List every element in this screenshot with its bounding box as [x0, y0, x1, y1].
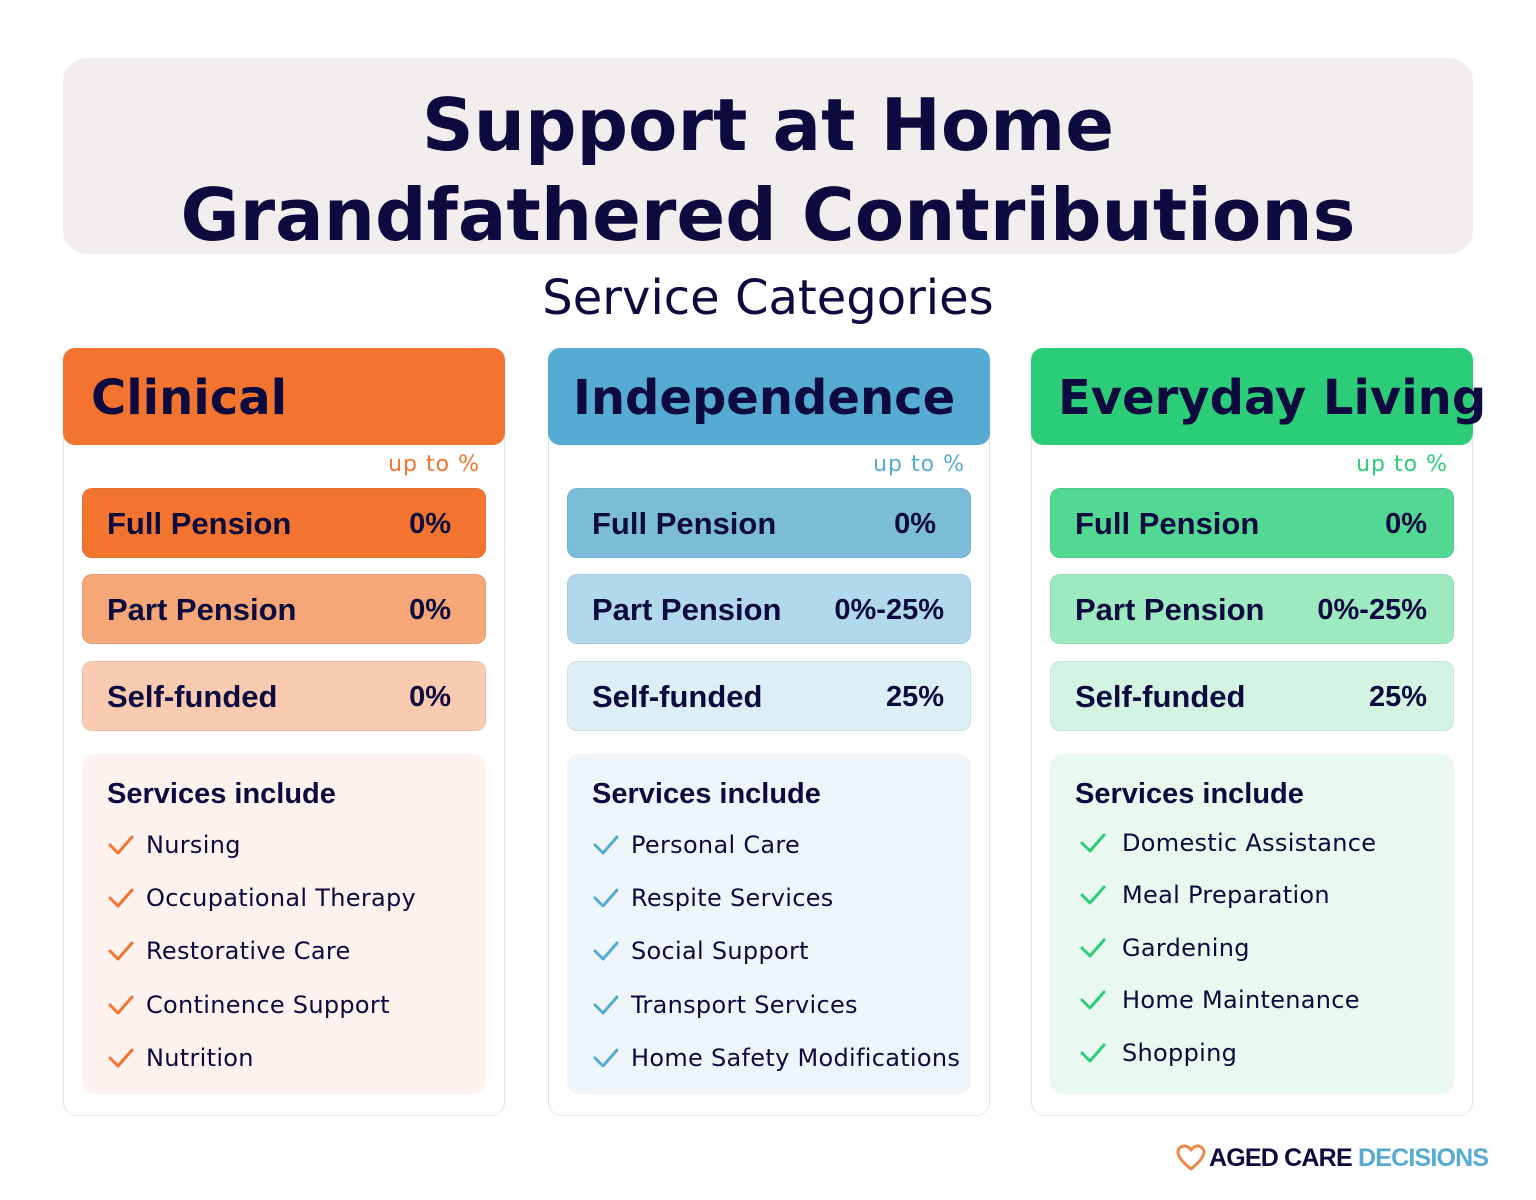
services-panel: Services include Nursing Occupational Th…: [82, 754, 486, 1094]
tier-label: Self-funded: [1075, 679, 1246, 714]
tier-self-funded: Self-funded 25%: [567, 661, 971, 731]
tier-label: Full Pension: [107, 506, 292, 541]
tier-label: Part Pension: [1075, 592, 1265, 627]
tier-value: 0%-25%: [1317, 594, 1427, 626]
tier-full-pension: Full Pension 0%: [567, 488, 971, 558]
tier-label: Full Pension: [592, 506, 777, 541]
service-label: Restorative Care: [146, 937, 351, 965]
tier-value: 0%: [1385, 508, 1427, 540]
check-icon: [593, 941, 619, 961]
service-label: Continence Support: [146, 991, 390, 1019]
service-label: Personal Care: [631, 831, 801, 859]
services-title: Services include: [592, 778, 821, 810]
check-icon: [593, 995, 619, 1015]
tier-value: 0%: [894, 508, 936, 540]
check-icon: [593, 835, 619, 855]
check-icon: [1080, 1043, 1106, 1063]
check-icon: [1080, 938, 1106, 958]
tier-self-funded: Self-funded 0%: [82, 661, 486, 731]
category-title: Everyday Living: [1058, 370, 1487, 426]
services-title: Services include: [1075, 778, 1304, 810]
tier-part-pension: Part Pension 0%-25%: [1050, 574, 1454, 644]
brand-logo: AGED CARE DECISIONS: [1176, 1142, 1489, 1174]
check-icon: [1080, 885, 1106, 905]
tier-full-pension: Full Pension 0%: [82, 488, 486, 558]
heart-icon: [1176, 1144, 1206, 1171]
up-to-label: up to %: [388, 452, 480, 477]
header-banner: Support at Home Grandfathered Contributi…: [63, 58, 1473, 257]
category-header-clinical: Clinical: [63, 348, 505, 445]
tier-value: 0%: [409, 681, 451, 713]
service-label: Meal Preparation: [1122, 881, 1330, 909]
check-icon: [1080, 990, 1106, 1010]
tier-value: 0%: [409, 594, 451, 626]
check-icon: [108, 1048, 134, 1068]
category-header-everyday-living: Everyday Living: [1031, 348, 1486, 445]
service-label: Gardening: [1122, 934, 1250, 962]
section-subtitle: Service Categories: [542, 270, 994, 326]
service-label: Social Support: [631, 937, 809, 965]
category-card-clinical: Clinical up to % Full Pension 0% Part Pe…: [63, 348, 505, 1116]
up-to-label: up to %: [873, 452, 965, 477]
service-label: Domestic Assistance: [1122, 829, 1377, 857]
tier-label: Part Pension: [107, 592, 297, 627]
tier-part-pension: Part Pension 0%-25%: [567, 574, 971, 644]
category-title: Clinical: [91, 370, 288, 426]
service-label: Occupational Therapy: [146, 884, 417, 912]
tier-value: 0%-25%: [834, 594, 944, 626]
check-icon: [108, 835, 134, 855]
service-label: Home Maintenance: [1122, 986, 1360, 1014]
service-label: Home Safety Modifications: [631, 1044, 961, 1072]
logo-part-1: AGED CARE: [1209, 1144, 1353, 1172]
tier-value: 25%: [1368, 681, 1427, 713]
page-title-line-2: Grandfathered Contributions: [180, 173, 1356, 257]
logo-wordmark: AGED CARE DECISIONS: [1209, 1142, 1489, 1174]
tier-value: 25%: [885, 681, 944, 713]
category-card-everyday-living: Everyday Living up to % Full Pension 0% …: [1031, 348, 1486, 1116]
check-icon: [108, 941, 134, 961]
service-label: Nutrition: [146, 1044, 254, 1072]
check-icon: [108, 995, 134, 1015]
tier-part-pension: Part Pension 0%: [82, 574, 486, 644]
tier-label: Full Pension: [1075, 506, 1260, 541]
services-title: Services include: [107, 778, 336, 810]
service-label: Shopping: [1122, 1039, 1238, 1067]
tier-value: 0%: [409, 508, 451, 540]
service-label: Respite Services: [631, 884, 834, 912]
page-title-line-1: Support at Home: [421, 83, 1115, 167]
tier-label: Self-funded: [107, 679, 278, 714]
category-header-independence: Independence: [548, 348, 990, 445]
check-icon: [1080, 833, 1106, 853]
logo-part-2: DECISIONS: [1357, 1144, 1489, 1172]
tier-full-pension: Full Pension 0%: [1050, 488, 1454, 558]
tier-label: Self-funded: [592, 679, 763, 714]
service-label: Nursing: [146, 831, 241, 859]
tier-self-funded: Self-funded 25%: [1050, 661, 1454, 731]
services-panel: Services include Domestic Assistance Mea…: [1050, 754, 1454, 1094]
category-title: Independence: [573, 370, 956, 426]
check-icon: [593, 888, 619, 908]
services-panel: Services include Personal Care Respite S…: [567, 754, 971, 1094]
check-icon: [108, 888, 134, 908]
up-to-label: up to %: [1356, 452, 1448, 477]
service-label: Transport Services: [631, 991, 858, 1019]
tier-label: Part Pension: [592, 592, 782, 627]
category-card-independence: Independence up to % Full Pension 0% Par…: [548, 348, 990, 1116]
check-icon: [593, 1048, 619, 1068]
